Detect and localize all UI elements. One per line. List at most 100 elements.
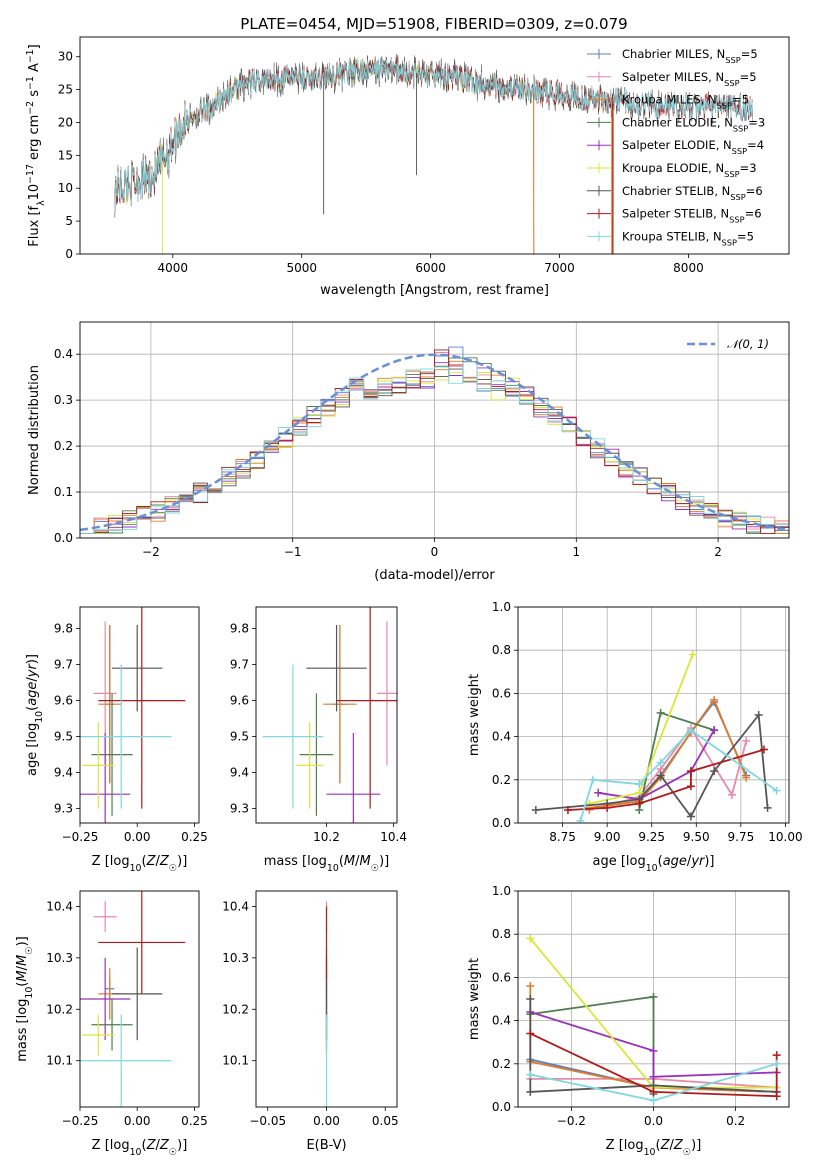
plot-area-age_vs_mass [262,607,397,823]
errorbar-point [82,1014,115,1056]
errorbar-point [91,693,133,816]
axes-frame [517,890,790,1108]
y-tick-label: 9.5 [54,730,73,744]
residuals-xlabel: (data-model)/error [374,568,495,583]
x-tick-label: 0.2 [726,1114,745,1128]
weight_vs_age-ylabel: mass weight [467,674,482,756]
frame-residuals: −2 −1 0 1 2 0.0 0.1 0.2 0.3 0.4 [54,321,790,559]
weight-marker [563,806,572,815]
axes-mass_vs_Z: −0.25 0.00 0.25 10.1 10.2 10.3 10.4 [46,890,208,1128]
weight-marker [686,782,695,791]
y-tick-label: 30 [58,50,73,64]
axes-frame [79,606,200,824]
x-tick-label: 9.00 [594,830,621,844]
axes-age_vs_mass: 10.2 10.4 9.3 9.4 9.5 9.6 9.7 9.8 [230,606,407,844]
weight-marker [686,726,695,735]
weight-marker [763,803,772,812]
weight-marker [686,767,695,776]
legend-item: Salpeter ELODIE, NSSP=4 [587,138,764,156]
weight-marker [686,812,695,821]
errorbar-point [262,664,324,809]
errorbar-point [306,625,367,712]
plot-area-weight_vs_age [531,650,781,823]
spectrum-line [114,55,535,254]
weight-marker [710,695,719,704]
x-tick-label: 0.0 [644,1114,663,1128]
errorbar-point [80,733,131,823]
weight-marker [588,775,597,784]
y-tick-label: 0.6 [492,686,511,700]
spectrum-line [114,57,535,254]
y-tick-label: 10.1 [222,1054,249,1068]
y-tick-label: 0.4 [492,730,511,744]
axes-frame [255,890,398,1108]
figure-title: PLATE=0454, MJD=51908, FIBERID=0309, z=0… [240,15,627,33]
weight_vs_Z-ylabel: mass weight [467,958,482,1040]
legend-label: Chabrier MILES, NSSP=5 [622,47,758,65]
legend-item: Kroupa STELIB, NSSP=5 [587,229,754,247]
x-tick-label: 6000 [415,261,446,275]
weight-series [576,726,781,823]
weight-series [526,1059,781,1105]
frame-spectrum: 4000 5000 6000 7000 8000 0 5 10 15 20 25 30 [58,36,790,275]
weight-marker [656,771,665,780]
weight-marker [594,788,603,797]
weight-line [579,728,778,822]
weight-line [535,712,769,819]
errorbar-point [80,1014,172,1107]
y-tick-label: 10.3 [222,951,249,965]
weight-marker [526,1029,535,1038]
errorbar-point [112,625,163,712]
x-tick-label: 9.75 [728,830,755,844]
histogram-step [80,361,789,534]
errorbar-point [112,947,163,1041]
weight-series [585,650,697,808]
axes-frame [79,36,790,255]
spectrum-legend: Chabrier MILES, NSSP=5 Salpeter MILES, NS… [587,47,765,247]
x-tick-label: 0.25 [181,1114,208,1128]
x-tick-label: 1 [572,545,580,559]
weight-marker [742,736,751,745]
weight-series [585,723,751,815]
y-tick-label: 10.4 [46,899,73,913]
weight-marker [526,1070,535,1079]
y-tick-label: 25 [58,83,73,97]
legend-item: Chabrier MILES, NSSP=5 [587,47,758,65]
legend-label: Kroupa STELIB, NSSP=5 [622,229,754,247]
weight-marker [526,934,535,943]
errorbar-point [80,957,131,1041]
x-tick-label: 8000 [673,261,704,275]
legend-item: Chabrier STELIB, NSSP=6 [587,184,763,202]
age_vs_mass-xlabel: mass [log10(M/M☉)] [264,854,390,874]
legend-item: Salpeter STELIB, NSSP=6 [587,207,762,225]
weight-marker [526,982,535,991]
weight-marker [688,650,697,659]
weight-marker [585,799,594,808]
weight-marker [656,708,665,717]
frame-age_vs_mass: 10.2 10.4 9.3 9.4 9.5 9.6 9.7 9.8 [230,606,407,844]
weight-marker [649,992,658,1001]
y-tick-label: 0.2 [54,439,73,453]
errorbar-point [299,693,334,816]
x-tick-label: 0.05 [372,1114,399,1128]
axes-age_vs_Z: −0.25 0.00 0.25 9.3 9.4 9.5 9.6 9.7 9.8 [54,606,208,844]
x-tick-label: −2 [142,545,160,559]
weight-marker [526,1087,535,1096]
x-tick-label: 10.2 [313,830,340,844]
y-tick-label: 9.6 [230,694,249,708]
age_vs_Z-xlabel: Z [log10(Z/Z☉)] [92,854,188,874]
weight-line [598,729,715,801]
axes-frame [79,321,790,539]
weight-marker [742,773,751,782]
weight-marker [635,799,644,808]
y-tick-label: 0.2 [492,773,511,787]
mass_vs_Z-xlabel: Z [log10(Z/Z☉)] [92,1138,188,1158]
x-tick-label: 4000 [158,261,189,275]
x-tick-label: 7000 [544,261,575,275]
x-tick-label: 0 [431,545,439,559]
y-tick-label: 9.5 [230,730,249,744]
weight-series [563,745,769,815]
y-tick-label: 0.1 [54,485,73,499]
legend-label: Kroupa ELODIE, NSSP=3 [622,161,757,179]
